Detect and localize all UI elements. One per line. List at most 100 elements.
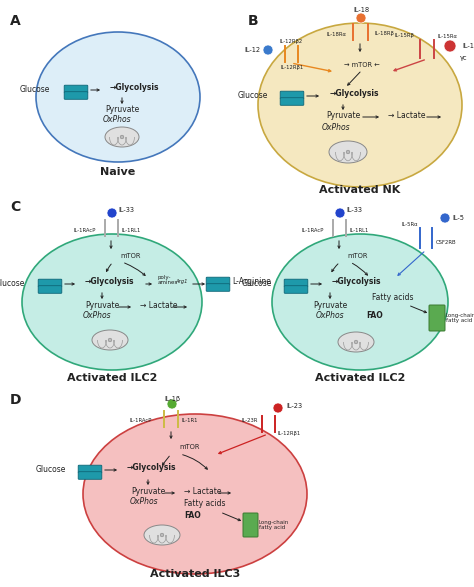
- Text: γc: γc: [460, 55, 467, 61]
- Text: CSF2RB: CSF2RB: [436, 239, 456, 245]
- Circle shape: [440, 213, 450, 223]
- Ellipse shape: [105, 127, 139, 147]
- Circle shape: [273, 403, 283, 413]
- Text: Glucose: Glucose: [19, 86, 50, 95]
- Text: IL-5Rα: IL-5Rα: [401, 221, 418, 227]
- Circle shape: [263, 45, 273, 55]
- Text: Activated ILC2: Activated ILC2: [315, 373, 405, 383]
- Text: IL-1β: IL-1β: [164, 396, 180, 402]
- FancyBboxPatch shape: [38, 286, 62, 294]
- Text: Pyruvate: Pyruvate: [131, 487, 165, 495]
- Text: L-Arginine: L-Arginine: [232, 278, 271, 286]
- Circle shape: [346, 150, 350, 154]
- Text: Pyruvate: Pyruvate: [326, 110, 360, 120]
- Text: OxPhos: OxPhos: [103, 116, 132, 124]
- Text: Activated ILC3: Activated ILC3: [150, 569, 240, 579]
- Text: FAO: FAO: [184, 511, 201, 519]
- Text: Long-chain
fatty acid: Long-chain fatty acid: [259, 519, 289, 531]
- Ellipse shape: [83, 414, 307, 574]
- Text: Fatty acids: Fatty acids: [184, 500, 226, 508]
- Text: → Lactate: → Lactate: [184, 487, 221, 495]
- Text: Pyruvate: Pyruvate: [85, 301, 119, 309]
- Ellipse shape: [329, 141, 367, 163]
- Text: IL-12Rβ1: IL-12Rβ1: [278, 431, 301, 437]
- Text: Naive: Naive: [100, 167, 136, 177]
- Text: IL-15Rβ: IL-15Rβ: [394, 33, 414, 39]
- Text: Arg1: Arg1: [175, 279, 188, 285]
- Text: A: A: [10, 14, 21, 28]
- Text: IL-12Rβ1: IL-12Rβ1: [281, 65, 304, 69]
- Text: IL-15Rα: IL-15Rα: [438, 33, 458, 39]
- Text: Glucose: Glucose: [237, 92, 268, 100]
- Text: →Glycolysis: →Glycolysis: [85, 278, 135, 286]
- Text: Fatty acids: Fatty acids: [372, 294, 413, 302]
- Text: Activated NK: Activated NK: [319, 185, 401, 195]
- Text: IL-33: IL-33: [346, 207, 362, 213]
- Text: mTOR: mTOR: [120, 253, 140, 259]
- Text: IL-12Rβ2: IL-12Rβ2: [279, 39, 302, 45]
- Ellipse shape: [144, 525, 180, 545]
- Ellipse shape: [258, 23, 462, 187]
- Circle shape: [335, 208, 345, 218]
- Text: IL-18Rα: IL-18Rα: [326, 32, 346, 36]
- Text: IL-18Rβ: IL-18Rβ: [375, 32, 395, 36]
- Text: →Glycolysis: →Glycolysis: [110, 83, 159, 93]
- FancyBboxPatch shape: [284, 286, 308, 294]
- Text: B: B: [248, 14, 259, 28]
- FancyBboxPatch shape: [429, 305, 445, 331]
- Text: Long-chain
fatty acid: Long-chain fatty acid: [446, 313, 474, 323]
- Text: OxPhos: OxPhos: [83, 312, 111, 321]
- Text: Glucose: Glucose: [36, 465, 66, 474]
- Ellipse shape: [272, 234, 448, 370]
- Text: IL-1RL1: IL-1RL1: [350, 228, 369, 232]
- Text: IL-1RAcP: IL-1RAcP: [73, 228, 96, 232]
- Circle shape: [354, 340, 358, 344]
- Text: IL-1R1: IL-1R1: [182, 419, 199, 423]
- FancyBboxPatch shape: [38, 279, 62, 287]
- Text: C: C: [10, 200, 20, 214]
- Text: →Glycolysis: →Glycolysis: [330, 89, 380, 99]
- Text: →Glycolysis: →Glycolysis: [127, 464, 176, 473]
- Text: → mTOR ←: → mTOR ←: [344, 62, 380, 68]
- Text: Glucose: Glucose: [0, 279, 25, 288]
- Circle shape: [160, 533, 164, 537]
- FancyBboxPatch shape: [206, 277, 230, 285]
- FancyBboxPatch shape: [78, 465, 102, 473]
- Circle shape: [356, 13, 366, 23]
- Text: IL-23: IL-23: [286, 403, 302, 409]
- Text: mTOR: mTOR: [347, 253, 367, 259]
- FancyBboxPatch shape: [64, 92, 88, 99]
- Circle shape: [120, 135, 124, 139]
- Text: →Glycolysis: →Glycolysis: [332, 278, 382, 286]
- Text: IL-23R: IL-23R: [242, 417, 258, 423]
- Text: IL-33: IL-33: [118, 207, 134, 213]
- Text: → Lactate: → Lactate: [140, 301, 177, 309]
- Circle shape: [107, 208, 117, 218]
- Text: Pyruvate: Pyruvate: [105, 106, 139, 114]
- Text: OxPhos: OxPhos: [316, 312, 345, 321]
- Text: OxPhos: OxPhos: [130, 497, 159, 505]
- Circle shape: [444, 40, 456, 52]
- Text: IL-15: IL-15: [462, 43, 474, 49]
- FancyBboxPatch shape: [243, 513, 258, 537]
- Text: OxPhos: OxPhos: [322, 123, 351, 131]
- Text: poly-
amines: poly- amines: [158, 275, 178, 285]
- Text: IL-18: IL-18: [353, 7, 369, 13]
- FancyBboxPatch shape: [280, 91, 304, 99]
- FancyBboxPatch shape: [206, 284, 230, 291]
- Text: D: D: [10, 393, 21, 407]
- Text: Activated ILC2: Activated ILC2: [67, 373, 157, 383]
- FancyBboxPatch shape: [280, 97, 304, 105]
- Text: IL-12: IL-12: [245, 47, 261, 53]
- Ellipse shape: [338, 332, 374, 352]
- Text: IL-1RAcP: IL-1RAcP: [129, 419, 152, 423]
- Text: Pyruvate: Pyruvate: [313, 301, 347, 309]
- Circle shape: [108, 338, 112, 342]
- FancyBboxPatch shape: [284, 279, 308, 287]
- Ellipse shape: [36, 32, 200, 162]
- Circle shape: [167, 399, 177, 409]
- FancyBboxPatch shape: [64, 85, 88, 93]
- Text: mTOR: mTOR: [179, 444, 200, 450]
- Text: IL-1RAcP: IL-1RAcP: [301, 228, 324, 232]
- Text: IL-5: IL-5: [452, 215, 464, 221]
